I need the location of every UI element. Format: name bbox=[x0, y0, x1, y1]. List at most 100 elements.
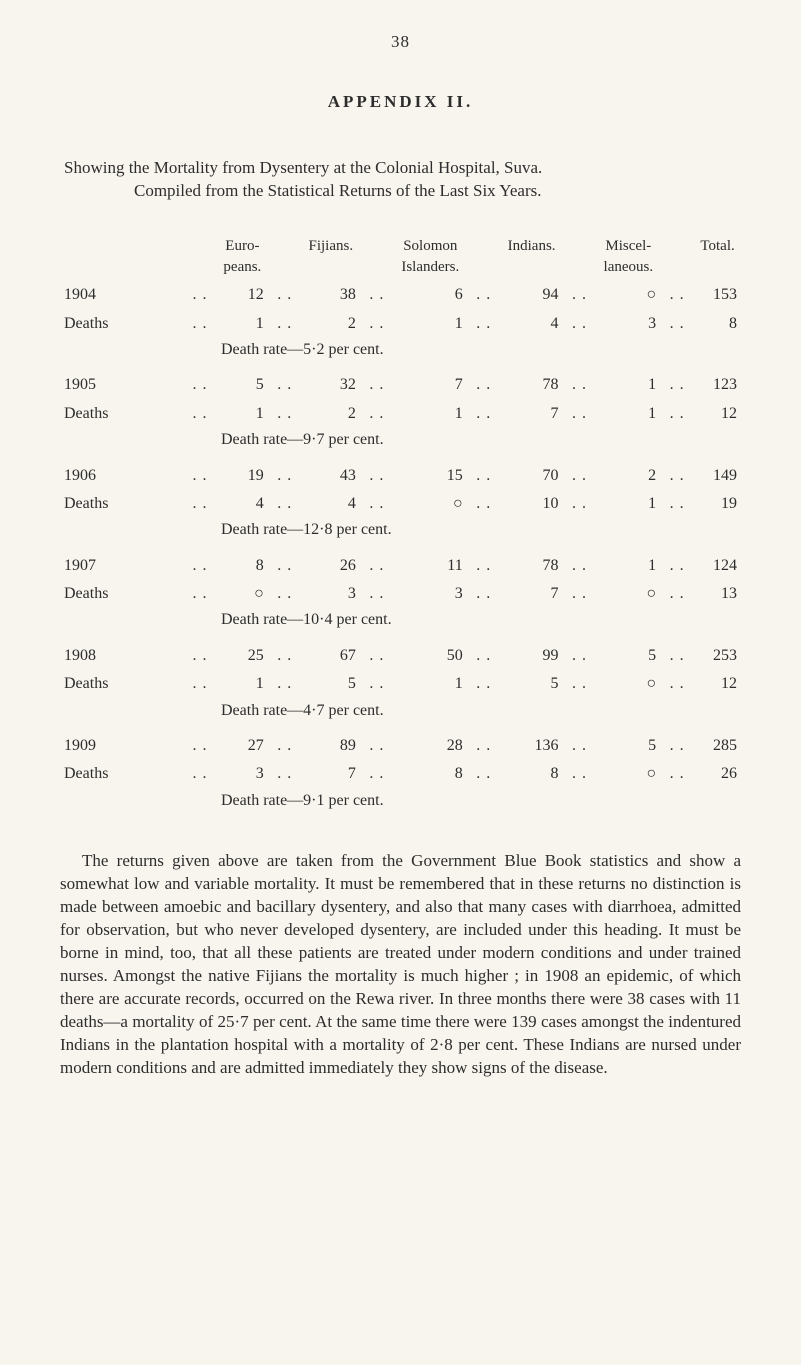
dots: . . bbox=[268, 400, 302, 428]
dots: . . bbox=[360, 462, 394, 490]
dots: . . bbox=[660, 732, 694, 760]
col-miscellaneous: Miscel-laneous. bbox=[597, 233, 661, 281]
dots: . . bbox=[183, 400, 217, 428]
dots: . . bbox=[183, 642, 217, 670]
zero-symbol: ○ bbox=[646, 675, 656, 692]
deaths-row: Deaths. .3. .7. .8. .8. .○. .26 bbox=[60, 760, 741, 788]
death-rate-text: Death rate—4·7 per cent. bbox=[217, 699, 741, 732]
dots: . . bbox=[660, 490, 694, 518]
dots: . . bbox=[268, 760, 302, 788]
year-row: 1908. .25. .67. .50. .99. .5. .253 bbox=[60, 642, 741, 670]
cell-value: 26 bbox=[694, 760, 741, 788]
cell-value: 67 bbox=[302, 642, 360, 670]
death-rate-text: Death rate—12·8 per cent. bbox=[217, 518, 741, 551]
cell-value: 3 bbox=[597, 310, 661, 338]
dots: . . bbox=[183, 670, 217, 698]
dots: . . bbox=[183, 310, 217, 338]
cell-value: 2 bbox=[302, 400, 360, 428]
deaths-row: Deaths. .1. .2. .1. .4. .3. .8 bbox=[60, 310, 741, 338]
dots: . . bbox=[360, 400, 394, 428]
cell-value: 285 bbox=[694, 732, 741, 760]
col-indians: Indians. bbox=[501, 233, 563, 281]
cell-value: 4 bbox=[501, 310, 563, 338]
cell-value: 2 bbox=[302, 310, 360, 338]
row-label: 1906 bbox=[60, 462, 183, 490]
dots: . . bbox=[467, 732, 501, 760]
cell-value: ○ bbox=[597, 281, 661, 309]
dots: . . bbox=[360, 371, 394, 399]
row-label: Deaths bbox=[60, 760, 183, 788]
cell-value: 43 bbox=[302, 462, 360, 490]
dots: . . bbox=[467, 552, 501, 580]
dots: . . bbox=[563, 552, 597, 580]
cell-value: 5 bbox=[302, 670, 360, 698]
cell-value: 123 bbox=[694, 371, 741, 399]
dots: . . bbox=[183, 732, 217, 760]
cell-value: 5 bbox=[501, 670, 563, 698]
cell-value: 7 bbox=[501, 580, 563, 608]
page-number: 38 bbox=[60, 30, 741, 54]
col-fijians: Fijians. bbox=[302, 233, 360, 281]
dots: . . bbox=[467, 310, 501, 338]
row-label: 1905 bbox=[60, 371, 183, 399]
dots: . . bbox=[660, 580, 694, 608]
dots: . . bbox=[467, 462, 501, 490]
dots: . . bbox=[268, 580, 302, 608]
cell-value: 1 bbox=[597, 490, 661, 518]
dots: . . bbox=[360, 310, 394, 338]
cell-value: 27 bbox=[217, 732, 268, 760]
dots: . . bbox=[360, 760, 394, 788]
deaths-row: Deaths. .○. .3. .3. .7. .○. .13 bbox=[60, 580, 741, 608]
cell-value: 50 bbox=[394, 642, 467, 670]
cell-value: 1 bbox=[597, 371, 661, 399]
dots: . . bbox=[467, 400, 501, 428]
cell-value: 153 bbox=[694, 281, 741, 309]
dots: . . bbox=[183, 760, 217, 788]
death-rate-row: Death rate—4·7 per cent. bbox=[60, 699, 741, 732]
deaths-row: Deaths. .1. .5. .1. .5. .○. .12 bbox=[60, 670, 741, 698]
zero-symbol: ○ bbox=[646, 765, 656, 782]
dots: . . bbox=[360, 642, 394, 670]
dots: . . bbox=[360, 580, 394, 608]
cell-value: 12 bbox=[217, 281, 268, 309]
row-label: 1907 bbox=[60, 552, 183, 580]
cell-value: 19 bbox=[694, 490, 741, 518]
cell-value: 8 bbox=[694, 310, 741, 338]
year-row: 1907. .8. .26. .11. .78. .1. .124 bbox=[60, 552, 741, 580]
dots: . . bbox=[467, 670, 501, 698]
table-header: Euro-peans. Fijians. SolomonIslanders. I… bbox=[60, 233, 741, 281]
cell-value: 1 bbox=[217, 310, 268, 338]
year-row: 1904. .12. .38. .6. .94. .○. .153 bbox=[60, 281, 741, 309]
cell-value: 1 bbox=[217, 670, 268, 698]
dots: . . bbox=[467, 281, 501, 309]
dots: . . bbox=[660, 281, 694, 309]
intro-line-2: Compiled from the Statistical Returns of… bbox=[64, 179, 737, 203]
table-body: 1904. .12. .38. .6. .94. .○. .153Deaths.… bbox=[60, 281, 741, 822]
row-label: 1908 bbox=[60, 642, 183, 670]
dots: . . bbox=[268, 552, 302, 580]
year-row: 1909. .27. .89. .28. .136. .5. .285 bbox=[60, 732, 741, 760]
cell-value: 4 bbox=[302, 490, 360, 518]
cell-value: ○ bbox=[217, 580, 268, 608]
cell-value: 26 bbox=[302, 552, 360, 580]
dots: . . bbox=[660, 552, 694, 580]
cell-value: 5 bbox=[217, 371, 268, 399]
dots: . . bbox=[660, 310, 694, 338]
cell-value: 7 bbox=[501, 400, 563, 428]
zero-symbol: ○ bbox=[453, 495, 463, 512]
dots: . . bbox=[360, 490, 394, 518]
cell-value: 4 bbox=[217, 490, 268, 518]
year-row: 1906. .19. .43. .15. .70. .2. .149 bbox=[60, 462, 741, 490]
dots: . . bbox=[660, 642, 694, 670]
dots: . . bbox=[660, 371, 694, 399]
cell-value: 1 bbox=[597, 400, 661, 428]
cell-value: ○ bbox=[597, 580, 661, 608]
cell-value: 15 bbox=[394, 462, 467, 490]
dots: . . bbox=[563, 642, 597, 670]
body-paragraph: The returns given above are taken from t… bbox=[60, 850, 741, 1079]
cell-value: 78 bbox=[501, 552, 563, 580]
dots: . . bbox=[467, 760, 501, 788]
cell-value: 1 bbox=[394, 670, 467, 698]
col-solomon: SolomonIslanders. bbox=[394, 233, 467, 281]
dots: . . bbox=[563, 670, 597, 698]
